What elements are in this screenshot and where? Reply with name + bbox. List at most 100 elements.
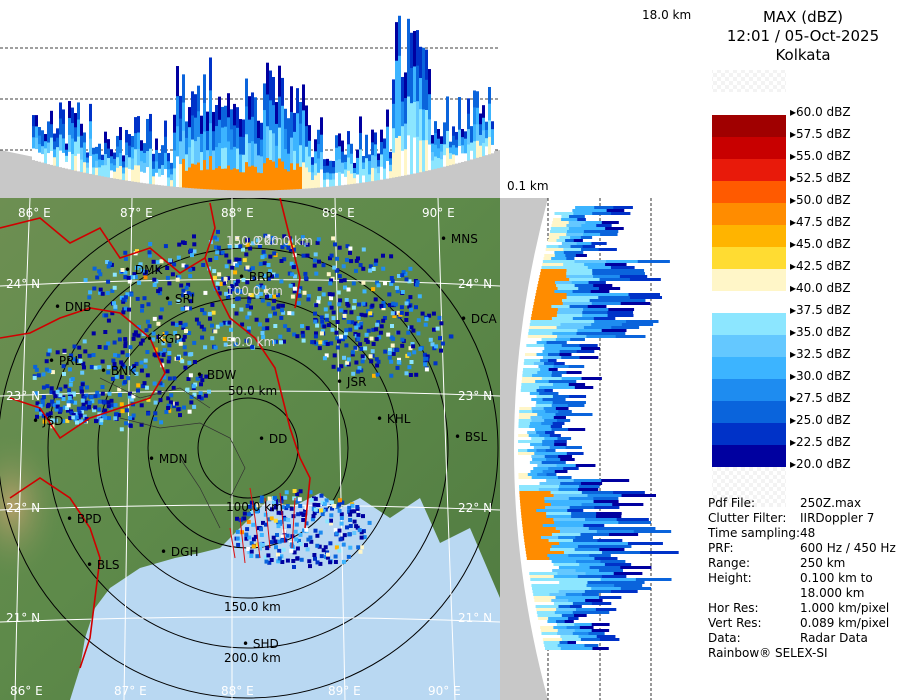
- echo-cell: [550, 503, 583, 506]
- echo-cell: [242, 119, 245, 138]
- echo-cell: [434, 121, 437, 134]
- echo-cell: [227, 320, 232, 325]
- echo-cell: [585, 221, 603, 224]
- echo-cell: [134, 265, 139, 270]
- echo-cell: [227, 93, 230, 118]
- echo-cell: [143, 275, 148, 280]
- echo-cell: [319, 315, 324, 320]
- echo-cell: [272, 161, 275, 191]
- echo-cell: [313, 334, 318, 339]
- echo-cell: [332, 265, 337, 270]
- echo-cell: [257, 138, 260, 156]
- echo-cell: [277, 548, 282, 553]
- echo-cell: [178, 413, 182, 418]
- echo-cell: [601, 479, 630, 482]
- echo-cell: [549, 233, 567, 236]
- reflectivity-echoes: [32, 229, 454, 569]
- echo-cell: [558, 257, 567, 260]
- echo-cell: [553, 398, 566, 401]
- echo-cell: [212, 150, 215, 171]
- echo-cell: [559, 236, 571, 239]
- echo-cell: [479, 124, 482, 136]
- echo-cell: [208, 316, 212, 321]
- echo-cell: [482, 117, 485, 131]
- echo-cell: [571, 557, 595, 560]
- echo-cell: [235, 279, 240, 284]
- echo-cell: [374, 168, 377, 181]
- echo-cell: [523, 536, 542, 539]
- echo-cell: [522, 371, 538, 374]
- echo-cell: [162, 348, 167, 353]
- lat-label-left: 23° N: [6, 389, 41, 403]
- legend-swatch: [712, 335, 786, 357]
- echo-cell: [138, 341, 143, 346]
- echo-cell: [383, 349, 388, 354]
- echo-cell: [65, 161, 68, 169]
- echo-cell: [246, 329, 251, 334]
- echo-cell: [249, 500, 254, 505]
- echo-cell: [374, 144, 377, 157]
- echo-cell: [330, 292, 335, 297]
- echo-cell: [341, 173, 344, 186]
- echo-cell: [100, 291, 105, 296]
- echo-cell: [274, 498, 279, 503]
- echo-cell: [539, 275, 567, 278]
- echo-cell: [363, 313, 368, 318]
- echo-cell: [543, 641, 553, 644]
- echo-cell: [356, 166, 359, 176]
- echo-cell: [248, 166, 251, 191]
- echo-cell: [391, 301, 396, 306]
- echo-cell: [392, 79, 395, 105]
- echo-cell: [396, 330, 401, 335]
- echo-cell: [549, 557, 573, 560]
- station-name: Kolkata: [775, 46, 831, 64]
- echo-cell: [476, 140, 479, 158]
- echo-cell: [234, 297, 239, 302]
- echo-cell: [215, 104, 218, 127]
- echo-cell: [544, 251, 555, 254]
- echo-cell: [142, 296, 147, 301]
- echo-cell: [401, 150, 404, 176]
- echo-cell: [166, 359, 171, 364]
- echo-cell: [221, 127, 224, 149]
- echo-cell: [159, 307, 164, 312]
- echo-cell: [61, 419, 66, 424]
- echo-cell: [162, 375, 167, 380]
- echo-cell: [461, 153, 464, 163]
- echo-cell: [424, 317, 429, 322]
- echo-cell: [222, 281, 227, 286]
- echo-cell: [98, 151, 101, 160]
- echo-cell: [180, 359, 185, 364]
- echo-cell: [176, 156, 179, 187]
- echo-cell: [592, 269, 619, 272]
- echo-cell: [319, 508, 324, 513]
- echo-cell: [194, 164, 197, 189]
- echo-cell: [192, 249, 197, 254]
- echo-cell: [392, 128, 395, 154]
- echo-cell: [389, 281, 394, 286]
- echo-cell: [123, 306, 128, 311]
- echo-cell: [267, 560, 272, 565]
- echo-cell: [128, 157, 131, 170]
- echo-cell: [563, 248, 582, 251]
- echo-cell: [147, 253, 152, 258]
- echo-cell: [470, 134, 473, 144]
- echo-cell: [37, 407, 42, 412]
- echo-cell: [347, 170, 350, 185]
- city-label-prl: • PRL: [48, 354, 82, 368]
- echo-cell: [199, 396, 204, 401]
- echo-cell: [577, 218, 586, 221]
- echo-cell: [242, 154, 245, 173]
- echo-cell: [315, 533, 320, 538]
- echo-cell: [566, 224, 582, 227]
- echo-cell: [186, 291, 191, 296]
- echo-cell: [541, 338, 557, 341]
- echo-cell: [280, 505, 285, 510]
- echo-cell: [482, 130, 485, 144]
- echo-cell: [566, 233, 584, 236]
- echo-cell: [97, 365, 102, 370]
- echo-cell: [332, 173, 335, 181]
- echo-cell: [204, 374, 209, 379]
- echo-cell: [419, 140, 422, 173]
- echo-cell: [131, 169, 134, 182]
